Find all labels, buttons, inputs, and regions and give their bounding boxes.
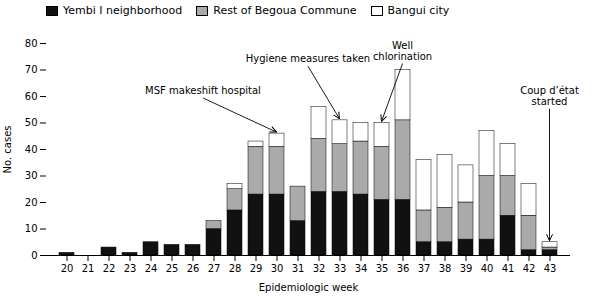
svg-text:Epidemiologic week: Epidemiologic week (259, 282, 359, 293)
svg-text:21: 21 (82, 263, 95, 274)
svg-text:40: 40 (25, 144, 38, 155)
svg-text:35: 35 (376, 263, 389, 274)
svg-text:Hygiene measures taken: Hygiene measures taken (246, 53, 370, 64)
svg-text:31: 31 (292, 263, 305, 274)
svg-text:24: 24 (145, 263, 158, 274)
svg-text:60: 60 (25, 91, 38, 102)
svg-text:No. cases: No. cases (2, 126, 13, 174)
svg-text:32: 32 (313, 263, 326, 274)
svg-text:38: 38 (439, 263, 452, 274)
svg-text:43: 43 (544, 263, 557, 274)
svg-text:27: 27 (208, 263, 221, 274)
svg-text:Wellchlorination: Wellchlorination (373, 40, 432, 62)
svg-text:70: 70 (25, 64, 38, 75)
svg-text:50: 50 (25, 117, 38, 128)
svg-text:80: 80 (25, 38, 38, 49)
html-text:Bangui city: Bangui city (387, 4, 450, 17)
svg-text:20: 20 (25, 197, 38, 208)
svg-text:26: 26 (187, 263, 200, 274)
svg-text:0: 0 (31, 250, 37, 261)
svg-text:39: 39 (460, 263, 473, 274)
html-text:Yembi I neighborhood: Yembi I neighborhood (63, 4, 183, 17)
svg-text:41: 41 (502, 263, 515, 274)
svg-text:Coup d’étatstarted: Coup d’étatstarted (520, 85, 579, 107)
svg-text:37: 37 (418, 263, 431, 274)
svg-text:25: 25 (166, 263, 179, 274)
svg-text:23: 23 (124, 263, 137, 274)
svg-text:29: 29 (250, 263, 263, 274)
svg-text:33: 33 (334, 263, 347, 274)
svg-text:34: 34 (355, 263, 368, 274)
svg-text:22: 22 (103, 263, 116, 274)
svg-text:30: 30 (271, 263, 284, 274)
svg-text:40: 40 (481, 263, 494, 274)
svg-text:20: 20 (61, 263, 74, 274)
html-text:Rest of Begoua Commune: Rest of Begoua Commune (213, 4, 357, 17)
svg-text:28: 28 (229, 263, 242, 274)
svg-text:36: 36 (397, 263, 410, 274)
svg-text:42: 42 (523, 263, 536, 274)
svg-text:10: 10 (25, 223, 38, 234)
svg-text:MSF makeshift hospital: MSF makeshift hospital (145, 85, 261, 96)
svg-text:30: 30 (25, 170, 38, 181)
